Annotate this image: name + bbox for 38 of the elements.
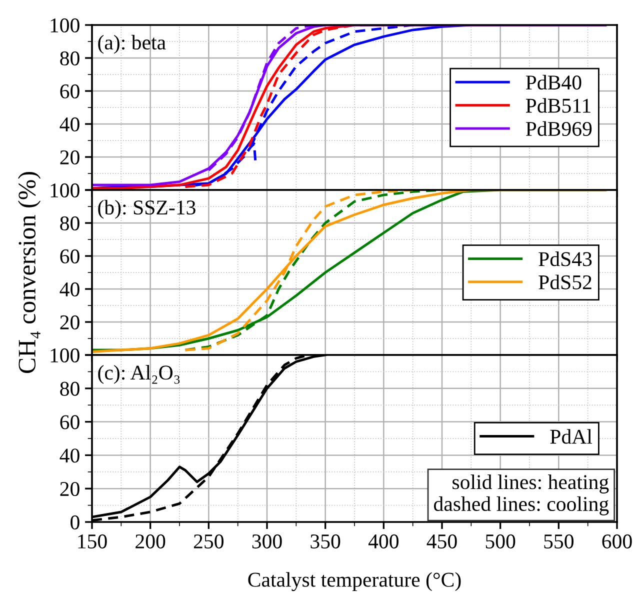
y-tick-label: 60 — [60, 415, 80, 430]
y-tick-label: 80 — [60, 382, 80, 396]
x-tick-label: 300 — [252, 534, 282, 548]
x-tick-label: 450 — [426, 534, 457, 548]
x-tick-label: 200 — [136, 534, 166, 548]
y-tick-label: 20 — [60, 315, 80, 330]
annotation: (a): beta — [98, 34, 166, 54]
y-tick-label: 60 — [60, 249, 80, 264]
y-tick-label: 40 — [60, 117, 80, 132]
y-tick-label: 40 — [60, 448, 80, 463]
x-tick-label: 550 — [544, 534, 574, 548]
x-tick-label: 350 — [310, 534, 340, 548]
y-tick-label: 40 — [60, 282, 80, 296]
legend-label: PdB40 — [526, 74, 582, 90]
annotation: solid lines: heating dashed lines: cooling — [434, 474, 609, 516]
y-tick-label: 20 — [60, 150, 80, 164]
y-tick-label: 100 — [50, 18, 80, 32]
x-tick-label: 400 — [368, 534, 398, 548]
x-tick-label: 150 — [78, 534, 107, 548]
x-tick-label: 500 — [486, 534, 516, 548]
y-tick-label: 20 — [60, 482, 80, 496]
y-tick-label: 100 — [50, 348, 80, 362]
y-tick-label: 80 — [60, 51, 80, 66]
x-axis-title: Catalyst temperature (°C) — [248, 572, 461, 592]
y-tick-label: 0 — [70, 515, 80, 530]
annotation: (b): SSZ-13 — [98, 200, 196, 219]
legend-label: PdAl — [550, 429, 592, 444]
x-tick-label: 250 — [194, 534, 224, 548]
y-tick-label: 80 — [60, 216, 80, 230]
y-axis-title: CH₄ conversion (%) — [18, 172, 41, 374]
y-tick-label: 60 — [60, 84, 80, 98]
x-tick-label: 600 — [602, 534, 632, 548]
legend-label: PdS52 — [538, 274, 592, 290]
legend-label: PdS43 — [538, 252, 592, 266]
legend-label: PdB969 — [526, 121, 592, 136]
legend-label: PdB511 — [526, 98, 590, 113]
y-tick-label: 100 — [50, 183, 80, 198]
annotation: (c): Al₂O₃ — [98, 365, 180, 384]
